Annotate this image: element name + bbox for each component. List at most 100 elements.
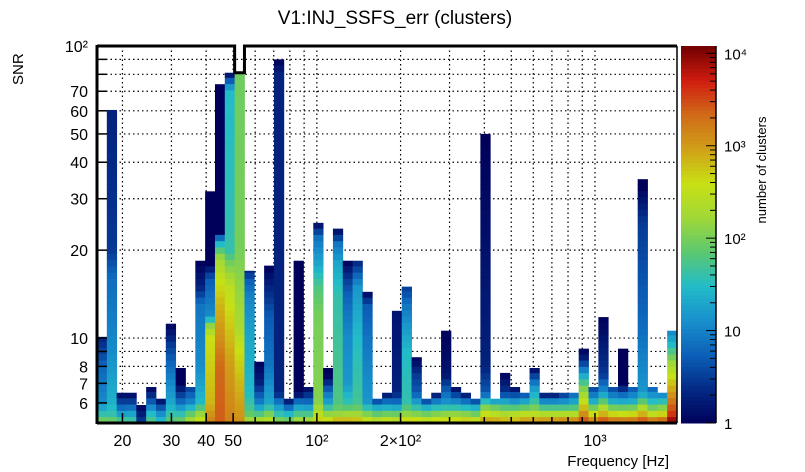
- colorbar-swatch: [681, 215, 716, 220]
- heatmap-cell: [598, 404, 609, 411]
- heatmap-cell: [391, 322, 403, 330]
- heatmap-cell: [116, 392, 127, 399]
- colorbar-swatch: [681, 200, 716, 205]
- colorbar-swatch: [681, 162, 716, 168]
- heatmap-cell: [224, 177, 236, 185]
- heatmap-cell: [264, 309, 275, 317]
- colorbar-swatch: [681, 102, 716, 107]
- heatmap-cell: [293, 372, 304, 380]
- heatmap-cell: [372, 404, 383, 411]
- heatmap-cell: [205, 385, 216, 392]
- heatmap-cell: [637, 209, 648, 217]
- heatmap-cell: [175, 379, 186, 386]
- heatmap-cell: [480, 234, 491, 242]
- colorbar-swatch: [681, 385, 716, 390]
- heatmap-cell: [244, 353, 255, 361]
- heatmap-cell: [450, 397, 462, 405]
- heatmap-cell: [273, 121, 285, 129]
- heatmap-cell: [293, 341, 304, 348]
- heatmap-cell: [529, 397, 540, 405]
- heatmap-cell: [165, 366, 177, 374]
- heatmap-cell: [480, 372, 491, 380]
- colorbar-swatch: [681, 53, 716, 58]
- heatmap-cell: [490, 404, 501, 411]
- heatmap-cell: [214, 115, 226, 122]
- heatmap-cell: [214, 177, 226, 185]
- heatmap-cell: [342, 347, 353, 355]
- heatmap-cell: [391, 310, 403, 317]
- histogram-outline: [97, 44, 677, 75]
- heatmap-cell: [480, 272, 491, 279]
- heatmap-cell: [106, 121, 118, 129]
- heatmap-cell: [460, 397, 471, 405]
- heatmap-cell: [667, 360, 678, 367]
- heatmap-cell: [97, 397, 108, 405]
- heatmap-cell: [519, 404, 530, 411]
- heatmap-cell: [332, 228, 344, 235]
- heatmap-cell: [244, 316, 255, 323]
- colorbar-swatch: [681, 219, 716, 224]
- heatmap-cell: [539, 397, 550, 405]
- heatmap-cell: [205, 347, 216, 355]
- heatmap-cell: [391, 379, 403, 386]
- colorbar-swatch: [681, 298, 716, 303]
- heatmap-cell: [667, 372, 678, 380]
- colorbar-swatch: [681, 132, 716, 137]
- heatmap-cell: [195, 366, 206, 374]
- colorbar-swatch: [681, 355, 716, 360]
- heatmap-cell: [509, 391, 521, 399]
- heatmap-cell: [352, 316, 363, 323]
- x-tick-label: 30: [163, 433, 181, 450]
- heatmap-cell: [195, 297, 206, 305]
- heatmap-cell: [578, 360, 589, 367]
- heatmap-cell: [234, 234, 245, 242]
- heatmap-cell: [97, 410, 108, 418]
- heatmap-cell: [244, 303, 255, 311]
- x-tick-label: 40: [197, 433, 215, 450]
- heatmap-cell: [224, 335, 236, 342]
- axes: 10² 70 60 50 40 30 20 10 87 6 20 30 40 50 10² 2×10² 10³: [65, 39, 678, 450]
- heatmap-cell: [224, 341, 236, 348]
- heatmap-cell: [401, 391, 412, 399]
- heatmap-cell: [97, 404, 108, 411]
- heatmap-cell: [578, 410, 589, 418]
- heatmap-cell: [273, 366, 285, 374]
- heatmap-cell: [293, 284, 304, 292]
- heatmap-cell: [500, 397, 511, 405]
- heatmap-cell: [352, 303, 363, 311]
- heatmap-cell: [362, 360, 373, 367]
- heatmap-cell: [273, 297, 285, 305]
- heatmap-cell: [234, 115, 245, 122]
- heatmap-cell: [224, 303, 236, 311]
- heatmap-cell: [637, 410, 648, 418]
- heatmap-cell: [205, 228, 216, 235]
- heatmap-cell: [264, 410, 275, 418]
- heatmap-cell: [264, 385, 275, 392]
- heatmap-cell: [332, 366, 344, 374]
- heatmap-cell: [264, 347, 275, 355]
- heatmap-cell: [460, 410, 471, 418]
- heatmap-cell: [332, 240, 344, 248]
- colorbar-tick-label: 10⁴: [724, 46, 747, 63]
- heatmap-cell: [529, 404, 540, 411]
- heatmap-cell: [480, 291, 491, 298]
- heatmap-cell: [106, 140, 118, 147]
- heatmap-cell: [175, 391, 186, 399]
- colorbar-swatch: [681, 117, 716, 122]
- heatmap-cell: [342, 385, 353, 392]
- heatmap-cell: [441, 341, 452, 348]
- heatmap-cell: [106, 272, 118, 279]
- heatmap-cell: [480, 165, 491, 173]
- heatmap-cell: [264, 404, 275, 411]
- colorbar-swatch: [681, 272, 716, 277]
- heatmap-cell: [450, 387, 462, 392]
- heatmap-cell: [332, 265, 344, 273]
- heatmap-cell: [313, 416, 324, 424]
- heatmap-cell: [273, 410, 285, 418]
- y-tick-label: 10: [70, 331, 88, 348]
- heatmap-cell: [224, 247, 236, 254]
- heatmap-cell: [549, 416, 560, 424]
- heatmap-cell: [332, 253, 344, 261]
- heatmap-cell: [352, 328, 363, 336]
- heatmap-cell: [165, 404, 177, 411]
